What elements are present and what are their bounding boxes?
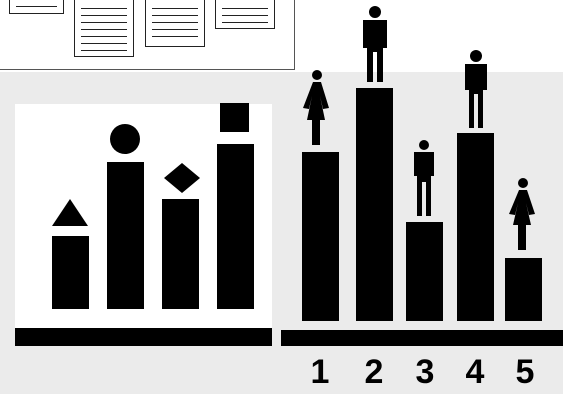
people-chart-bar-3 bbox=[406, 222, 443, 321]
people-chart-label-4: 4 bbox=[465, 353, 485, 391]
circle-icon bbox=[110, 124, 140, 154]
shapes-chart-bar-1 bbox=[52, 236, 89, 309]
shapes-chart-bar-4 bbox=[217, 144, 254, 309]
people-chart-bar-1 bbox=[302, 152, 339, 321]
document-page-icon bbox=[74, 0, 134, 57]
people-chart-bar-5 bbox=[505, 258, 542, 321]
shapes-chart-baseline bbox=[15, 328, 272, 346]
people-chart-label-3: 3 bbox=[415, 353, 435, 391]
document-page-icon bbox=[215, 0, 275, 29]
people-chart-label-2: 2 bbox=[364, 353, 384, 391]
shapes-chart-bar-3 bbox=[162, 199, 199, 309]
man-icon bbox=[465, 50, 487, 128]
people-chart-label-5: 5 bbox=[515, 353, 535, 391]
man-icon bbox=[363, 6, 387, 82]
people-chart-bar-4 bbox=[457, 133, 494, 321]
diamond-icon bbox=[164, 163, 200, 193]
people-chart-baseline bbox=[281, 330, 563, 346]
document-page-icon bbox=[145, 0, 205, 47]
woman-icon bbox=[303, 70, 329, 145]
man-icon bbox=[414, 140, 434, 216]
document-page-icon bbox=[9, 0, 64, 14]
documents-panel bbox=[0, 0, 295, 70]
woman-icon bbox=[509, 178, 535, 250]
people-chart-bar-2 bbox=[356, 88, 393, 321]
people-chart-label-1: 1 bbox=[310, 353, 330, 391]
shapes-chart-bar-2 bbox=[107, 162, 144, 309]
triangle-icon bbox=[52, 199, 88, 226]
square-icon bbox=[220, 103, 249, 132]
